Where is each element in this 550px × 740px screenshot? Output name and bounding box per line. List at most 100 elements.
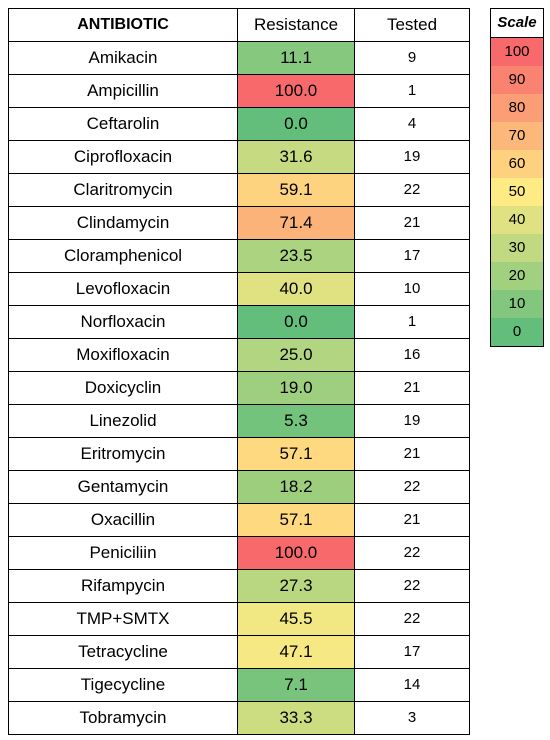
table-row: Peniciliin 100.0 22: [8, 536, 470, 570]
header-tested: Tested: [354, 8, 470, 42]
antibiotic-name-cell: Gentamycin: [8, 470, 238, 504]
scale-swatch: 0: [490, 318, 544, 347]
antibiotic-name-cell: Ciprofloxacin: [8, 140, 238, 174]
scale-row: 100: [490, 37, 544, 66]
tested-count-cell: 21: [354, 437, 470, 471]
tested-count-cell: 22: [354, 602, 470, 636]
table-row: Eritromycin 57.1 21: [8, 437, 470, 471]
tested-count-cell: 17: [354, 239, 470, 273]
resistance-heat-cell: 25.0: [237, 338, 355, 372]
scale-row: 30: [490, 234, 544, 262]
tested-count-cell: 4: [354, 107, 470, 141]
resistance-heat-cell: 18.2: [237, 470, 355, 504]
resistance-heat-cell: 19.0: [237, 371, 355, 405]
tested-count-cell: 19: [354, 140, 470, 174]
tested-count-cell: 3: [354, 701, 470, 735]
table-row: Ampicillin 100.0 1: [8, 74, 470, 108]
tested-count-cell: 1: [354, 74, 470, 108]
antibiotic-name-cell: Tigecycline: [8, 668, 238, 702]
table-row: Oxacillin 57.1 21: [8, 503, 470, 537]
antibiotic-name-cell: Ampicillin: [8, 74, 238, 108]
resistance-heat-cell: 31.6: [237, 140, 355, 174]
antibiotic-name-cell: Peniciliin: [8, 536, 238, 570]
resistance-heat-cell: 45.5: [237, 602, 355, 636]
scale-swatch: 100: [490, 37, 544, 66]
scale-row: 90: [490, 66, 544, 94]
scale-row: 20: [490, 262, 544, 290]
tested-count-cell: 22: [354, 173, 470, 207]
resistance-heat-cell: 40.0: [237, 272, 355, 306]
table-row: Tigecycline 7.1 14: [8, 668, 470, 702]
antibiotic-name-cell: Moxifloxacin: [8, 338, 238, 372]
scale-swatch: 80: [490, 94, 544, 122]
resistance-heat-cell: 0.0: [237, 107, 355, 141]
resistance-heat-cell: 100.0: [237, 536, 355, 570]
scale-row: 50: [490, 178, 544, 206]
table-row: Doxicyclin 19.0 21: [8, 371, 470, 405]
tested-count-cell: 21: [354, 503, 470, 537]
scale-swatch: 70: [490, 122, 544, 150]
antibiotic-name-cell: Ceftarolin: [8, 107, 238, 141]
resistance-heat-cell: 7.1: [237, 668, 355, 702]
scale-row: 80: [490, 94, 544, 122]
resistance-heat-cell: 59.1: [237, 173, 355, 207]
scale-title: Scale: [490, 8, 544, 38]
table-row: TMP+SMTX 45.5 22: [8, 602, 470, 636]
table-body: Amikacin 11.1 9 Ampicillin 100.0 1 Ceftarolin 0…: [8, 41, 470, 735]
table-row: Clindamycin 71.4 21: [8, 206, 470, 240]
scale-row: 70: [490, 122, 544, 150]
scale-swatch: 40: [490, 206, 544, 234]
antibiotic-name-cell: Linezolid: [8, 404, 238, 438]
tested-count-cell: 9: [354, 41, 470, 75]
antibiotic-name-cell: Cloramphenicol: [8, 239, 238, 273]
scale-body: 100 90 80 70 60 50 40 30 20 10 0: [490, 37, 544, 347]
antibiotic-name-cell: Tetracycline: [8, 635, 238, 669]
resistance-heat-cell: 57.1: [237, 503, 355, 537]
table-row: Ciprofloxacin 31.6 19: [8, 140, 470, 174]
table-row: Tetracycline 47.1 17: [8, 635, 470, 669]
antibiotic-name-cell: Tobramycin: [8, 701, 238, 735]
antibiotic-name-cell: Oxacillin: [8, 503, 238, 537]
scale-swatch: 10: [490, 290, 544, 318]
tested-count-cell: 16: [354, 338, 470, 372]
scale-swatch: 50: [490, 178, 544, 206]
resistance-heat-cell: 5.3: [237, 404, 355, 438]
table-row: Rifampycin 27.3 22: [8, 569, 470, 603]
antibiotic-name-cell: Doxicyclin: [8, 371, 238, 405]
table-row: Tobramycin 33.3 3: [8, 701, 470, 735]
scale-swatch: 90: [490, 66, 544, 94]
table-row: Linezolid 5.3 19: [8, 404, 470, 438]
antibiotic-name-cell: Amikacin: [8, 41, 238, 75]
table-row: Cloramphenicol 23.5 17: [8, 239, 470, 273]
table-row: Norfloxacin 0.0 1: [8, 305, 470, 339]
table-row: Claritromycin 59.1 22: [8, 173, 470, 207]
resistance-heatmap-table: ANTIBIOTIC Resistance Tested Amikacin 11.…: [8, 8, 470, 735]
tested-count-cell: 22: [354, 536, 470, 570]
antibiotic-name-cell: Norfloxacin: [8, 305, 238, 339]
scale-row: 60: [490, 150, 544, 178]
tested-count-cell: 21: [354, 371, 470, 405]
tested-count-cell: 17: [354, 635, 470, 669]
header-row: ANTIBIOTIC Resistance Tested: [8, 8, 470, 42]
antibiotic-name-cell: Levofloxacin: [8, 272, 238, 306]
table-row: Amikacin 11.1 9: [8, 41, 470, 75]
resistance-heat-cell: 71.4: [237, 206, 355, 240]
resistance-heat-cell: 0.0: [237, 305, 355, 339]
resistance-heat-cell: 100.0: [237, 74, 355, 108]
color-scale-legend: Scale 100 90 80 70 60 50 40 30 20 10 0: [490, 8, 544, 347]
tested-count-cell: 10: [354, 272, 470, 306]
antibiotic-name-cell: Clindamycin: [8, 206, 238, 240]
resistance-heat-cell: 57.1: [237, 437, 355, 471]
tested-count-cell: 21: [354, 206, 470, 240]
antibiotic-name-cell: Rifampycin: [8, 569, 238, 603]
tested-count-cell: 22: [354, 569, 470, 603]
scale-row: 0: [490, 318, 544, 347]
tested-count-cell: 22: [354, 470, 470, 504]
antibiotic-name-cell: TMP+SMTX: [8, 602, 238, 636]
antibiotic-name-cell: Claritromycin: [8, 173, 238, 207]
table-row: Moxifloxacin 25.0 16: [8, 338, 470, 372]
resistance-heat-cell: 33.3: [237, 701, 355, 735]
scale-swatch: 30: [490, 234, 544, 262]
tested-count-cell: 1: [354, 305, 470, 339]
table-row: Levofloxacin 40.0 10: [8, 272, 470, 306]
